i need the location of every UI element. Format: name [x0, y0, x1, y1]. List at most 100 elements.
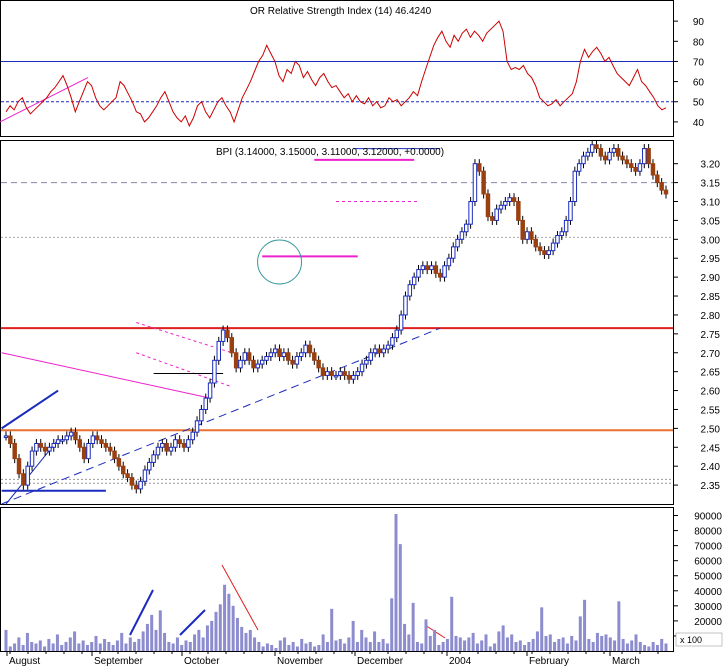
volume-bar — [660, 638, 664, 651]
candle-body — [194, 420, 200, 433]
candle-body — [442, 265, 447, 278]
volume-bar — [313, 646, 317, 651]
volume-bar — [420, 643, 424, 651]
volume-bar — [180, 644, 184, 651]
candle-body — [286, 352, 291, 361]
candle-body — [325, 371, 330, 376]
volume-tick-label: 30000 — [694, 602, 722, 613]
volume-bar — [167, 641, 171, 651]
candle-body — [60, 439, 65, 442]
magenta-downtrend — [1, 352, 211, 399]
volume-multiplier-box — [675, 632, 723, 647]
volume-bar — [150, 614, 154, 651]
candle-body — [437, 272, 443, 278]
volume-tick-label: 90000 — [694, 512, 722, 523]
candle-body — [190, 431, 195, 441]
candle-body — [16, 458, 22, 475]
volume-bar — [115, 640, 119, 651]
candle-body — [398, 314, 404, 331]
candle-body — [485, 193, 491, 218]
volume-bar — [621, 638, 625, 651]
volume-bar — [523, 644, 527, 651]
candle-body — [216, 340, 222, 361]
volume-bar — [651, 641, 655, 651]
candle-body — [516, 201, 521, 221]
candle-body — [490, 216, 495, 221]
candle-body — [173, 439, 178, 448]
price-tick-label: 2.35 — [701, 481, 721, 492]
candle-body — [121, 465, 126, 475]
candle-body — [186, 439, 191, 448]
volume-bar — [128, 637, 132, 651]
candle-body — [498, 204, 504, 210]
volume-bar — [85, 644, 89, 651]
candle-body — [394, 329, 400, 339]
volume-tick-label: 50000 — [694, 572, 722, 583]
volume-bar — [527, 641, 531, 651]
volume-bar — [467, 637, 471, 651]
volume-bar — [518, 640, 522, 651]
volume-bar — [300, 638, 304, 651]
candle-body — [559, 231, 565, 237]
volume-bar — [583, 599, 587, 651]
rsi-tick-label: 60 — [693, 78, 705, 89]
candle-body — [633, 166, 638, 172]
price-tick-label: 2.90 — [701, 273, 721, 284]
candle-body — [598, 148, 604, 157]
month-label: August — [9, 656, 40, 666]
volume-bar — [287, 644, 291, 651]
candle-body — [646, 148, 651, 165]
volume-bar — [205, 625, 209, 651]
volume-bar — [497, 631, 501, 651]
candle-body — [655, 174, 660, 184]
volume-bar — [240, 626, 244, 651]
breakout-circle — [257, 239, 303, 285]
volume-tick-label: 60000 — [694, 557, 722, 568]
channel-upper — [136, 322, 232, 354]
volume-bar — [433, 629, 437, 651]
candle-body — [77, 439, 83, 448]
candle-body — [64, 435, 70, 441]
volume-bar — [343, 643, 347, 651]
volume-bar — [437, 644, 441, 651]
candle-body — [242, 352, 248, 361]
volume-bar — [154, 629, 158, 651]
candle-body — [524, 231, 530, 240]
price-panel — [0, 140, 674, 505]
candle-body — [629, 163, 634, 168]
candle-body — [307, 344, 313, 354]
candle-body — [34, 443, 39, 452]
candle-body — [659, 182, 664, 191]
volume-bar — [411, 602, 415, 651]
volume-bar — [257, 641, 261, 651]
candle-body — [568, 201, 573, 221]
volume-bar — [51, 643, 55, 651]
candle-body — [290, 359, 295, 365]
candle-body — [407, 284, 413, 297]
candle-body — [264, 356, 269, 361]
candle-body — [73, 431, 78, 441]
volume-bar — [643, 644, 647, 651]
volume-bar — [210, 620, 214, 651]
candle-body — [342, 371, 347, 376]
candle-body — [281, 352, 287, 358]
volume-bar — [415, 641, 419, 651]
candle-body — [134, 484, 139, 490]
volume-bar — [570, 635, 574, 651]
candle-body — [147, 461, 152, 471]
candle-body — [507, 197, 512, 202]
price-tick-label: 2.75 — [701, 330, 721, 341]
price-tick-label: 3.15 — [701, 179, 721, 190]
candle-body — [455, 238, 460, 248]
volume-bar — [43, 646, 47, 651]
volume-bar — [368, 641, 372, 651]
candle-body — [477, 163, 482, 172]
volume-bar — [175, 637, 179, 651]
candle-body — [555, 235, 560, 244]
price-tick-label: 2.65 — [701, 368, 721, 379]
volume-bar — [141, 631, 145, 651]
month-label: March — [612, 656, 640, 666]
candle-body — [51, 443, 57, 448]
volume-bar — [638, 641, 642, 651]
volume-bar — [591, 641, 595, 651]
